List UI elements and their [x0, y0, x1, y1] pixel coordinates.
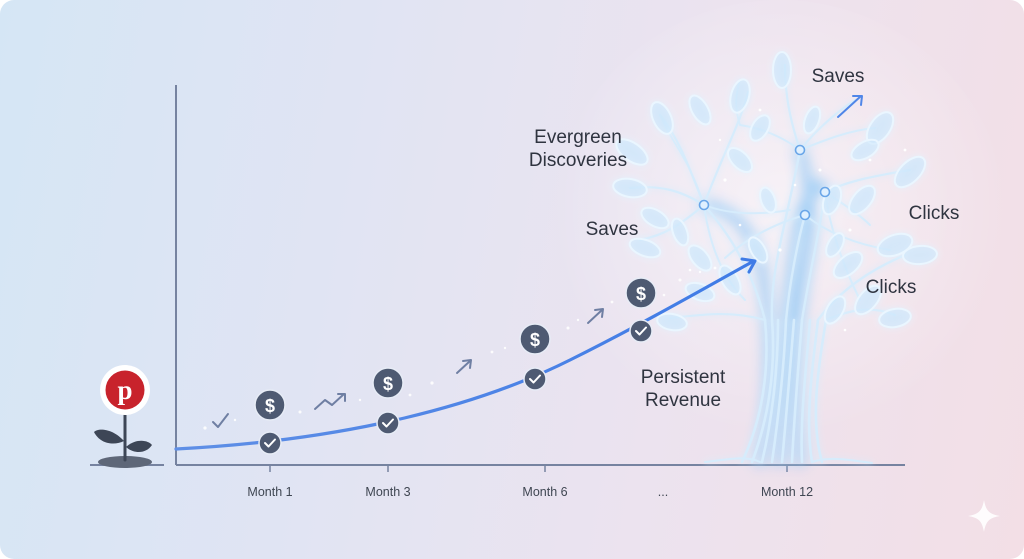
soil-mound [98, 456, 152, 468]
check-icon [376, 411, 400, 435]
check-icon [629, 319, 653, 343]
tree-node [819, 186, 831, 198]
tree-sparkles [688, 108, 907, 332]
pinterest-logo-icon: p [100, 365, 150, 415]
trend-markers [212, 95, 863, 428]
milestone-month-1: $ [254, 389, 286, 455]
tree-nodes [698, 144, 831, 221]
label-persistent-line2: Revenue [645, 390, 721, 411]
tree-leaves [612, 51, 938, 332]
check-icon [212, 413, 229, 428]
tree-node [799, 209, 811, 221]
sparkle-icon [968, 500, 1000, 532]
label-evergreen-line1: Evergreen [534, 127, 622, 148]
dollar-coin-icon [625, 277, 657, 309]
label-clicks-upper: Clicks [909, 203, 960, 224]
check-icon [523, 367, 547, 391]
x-tick-label-month-1: Month 1 [247, 485, 292, 499]
sprout-leaf-left [94, 429, 124, 444]
sprout-leaf-right [126, 440, 152, 453]
trend-up-icon [314, 393, 346, 410]
label-evergreen-line2: Discoveries [529, 150, 627, 171]
trend-up-icon [837, 95, 863, 118]
milestone-month-3: $ [372, 367, 404, 435]
check-icon [258, 431, 282, 455]
dollar-sign: $ [383, 374, 393, 394]
milestone-month-9: $ [625, 277, 657, 343]
x-tick-label-month-3: Month 3 [365, 485, 410, 499]
check-mark [635, 326, 647, 336]
dollar-sign: $ [636, 284, 646, 304]
trend-up-icon [456, 359, 472, 374]
tree-illustration [612, 51, 938, 467]
logo-badge [105, 370, 145, 410]
x-tick-label-ellipsis: ... [658, 485, 668, 499]
check-mark [264, 438, 276, 448]
dollar-coin-icon [372, 367, 404, 399]
trend-up-icon [587, 308, 604, 324]
milestone-month-6: $ [519, 323, 551, 391]
label-saves-left: Saves [586, 219, 639, 240]
x-tick-label-month-12: Month 12 [761, 485, 813, 499]
tree-node [794, 144, 806, 156]
dollar-coin-icon [519, 323, 551, 355]
dollar-sign: $ [265, 396, 275, 416]
label-persistent-line1: Persistent [641, 367, 726, 388]
growth-curve-arrowhead [740, 257, 757, 274]
x-tick-label-month-6: Month 6 [522, 485, 567, 499]
tree-labels: Evergreen Discoveries Saves Saves Clicks… [529, 66, 959, 411]
dollar-coin-icon [254, 389, 286, 421]
sprout-icon [94, 410, 152, 468]
label-clicks-lower: Clicks [866, 277, 917, 298]
check-mark [382, 418, 394, 428]
logo-letter: p [117, 375, 132, 405]
dollar-sign: $ [530, 330, 540, 350]
tree-node [698, 199, 710, 211]
check-mark [529, 374, 541, 384]
x-axis-tick-labels: Month 1 Month 3 Month 6 ... Month 12 [247, 485, 813, 499]
label-saves-top: Saves [812, 66, 865, 87]
x-axis-ticks [269, 465, 788, 472]
sparkle-trail [203, 266, 717, 430]
